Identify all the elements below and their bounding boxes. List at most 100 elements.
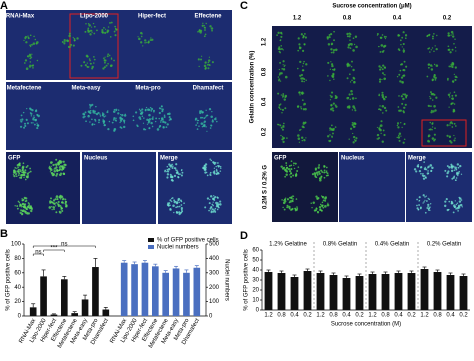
cell-spot (379, 109, 382, 111)
x-tick-label: 0.8 (433, 313, 442, 319)
bar (102, 309, 110, 316)
cell-spot (28, 53, 32, 56)
bar (316, 273, 325, 310)
cell-spot (352, 141, 355, 144)
cell-spot (305, 79, 307, 81)
cell-spot (214, 210, 217, 213)
cell-spot (173, 174, 177, 177)
cell-spot (214, 161, 217, 164)
cell-spot (352, 105, 355, 108)
cell-spot (140, 35, 143, 38)
cell-spot (355, 139, 357, 141)
cell-spot (22, 203, 24, 206)
cell-spot (203, 117, 206, 120)
cell-spot (330, 95, 333, 98)
cell-spot (113, 30, 116, 33)
cell-spot (427, 209, 430, 211)
cell-spot (397, 122, 400, 125)
cell-spot (88, 114, 90, 117)
cell-spot (311, 207, 313, 209)
cell-spot (459, 203, 463, 207)
x-tick-label: 0.8 (329, 313, 338, 319)
cell-spot (26, 122, 30, 125)
cell-spot (72, 44, 75, 47)
annotation: *** (50, 246, 58, 252)
cell-spot (299, 94, 301, 96)
cell-spot (200, 110, 203, 113)
cell-spot (429, 64, 433, 67)
cell-spot (114, 27, 117, 30)
bar (81, 299, 89, 316)
group-label: 0.8% Gelatin (323, 242, 357, 248)
cell-spot (452, 165, 455, 168)
cell-spot (455, 208, 457, 210)
cell-spot (105, 64, 108, 67)
cell-spot (461, 206, 463, 208)
cell-spot (398, 109, 401, 112)
cell-spot (427, 207, 430, 210)
cell-spot (123, 122, 126, 124)
cell-spot (55, 163, 58, 166)
cell-spot (200, 122, 204, 125)
cell-spot (302, 35, 305, 38)
cell-spot (124, 113, 126, 115)
cell-spot (318, 164, 320, 166)
cell-spot (331, 136, 333, 138)
cell-spot (299, 129, 301, 132)
cell-spot (396, 75, 399, 78)
cell-spot (171, 167, 174, 169)
cell-spot (431, 166, 434, 170)
cell-spot (29, 112, 32, 114)
cell-spot (446, 124, 449, 127)
cell-spot (29, 61, 32, 63)
cell-spot (435, 47, 438, 51)
cell-spot (277, 47, 280, 51)
bar (394, 273, 403, 310)
cell-spot (66, 39, 69, 42)
image-label: Metafectene (7, 86, 42, 92)
cell-spot (204, 33, 207, 36)
cell-spot (446, 175, 449, 178)
cell-spot (402, 49, 406, 53)
cell-spot (52, 203, 55, 205)
cell-spot (314, 174, 317, 177)
cell-spot (319, 177, 321, 179)
cell-spot (67, 45, 71, 49)
cell-spot (209, 64, 211, 66)
cell-spot (209, 174, 212, 177)
cell-spot (301, 99, 304, 101)
cell-spot (283, 168, 287, 171)
cell-spot (383, 106, 387, 110)
cell-spot (400, 63, 404, 66)
cell-spot (454, 66, 457, 69)
cell-spot (318, 172, 321, 175)
image-label: Merge (160, 156, 178, 162)
cell-spot (173, 167, 176, 169)
cell-spot (457, 204, 461, 207)
cell-spot (103, 115, 106, 118)
cell-spot (18, 201, 21, 204)
cell-spot (446, 165, 449, 168)
cell-spot (316, 173, 319, 176)
image-c-grid (272, 26, 472, 148)
cell-spot (427, 205, 429, 208)
cell-spot (82, 116, 85, 119)
cell-spot (403, 69, 406, 72)
cell-spot (89, 111, 92, 115)
y-tick-label: 40 (14, 285, 21, 291)
cell-spot (24, 178, 27, 181)
cell-spot (58, 159, 62, 163)
cell-spot (23, 62, 26, 64)
bracket (32, 245, 96, 248)
cell-spot (72, 36, 74, 39)
cell-spot (397, 126, 400, 129)
cell-spot (210, 27, 214, 30)
cell-spot (168, 112, 171, 116)
x-tick-label: 1.2 (316, 313, 325, 319)
cell-spot (283, 126, 285, 128)
cell-spot (430, 111, 433, 114)
cell-spot (326, 37, 329, 40)
cell-spot (56, 195, 58, 197)
cell-spot (297, 37, 300, 40)
cell-spot (141, 33, 143, 35)
